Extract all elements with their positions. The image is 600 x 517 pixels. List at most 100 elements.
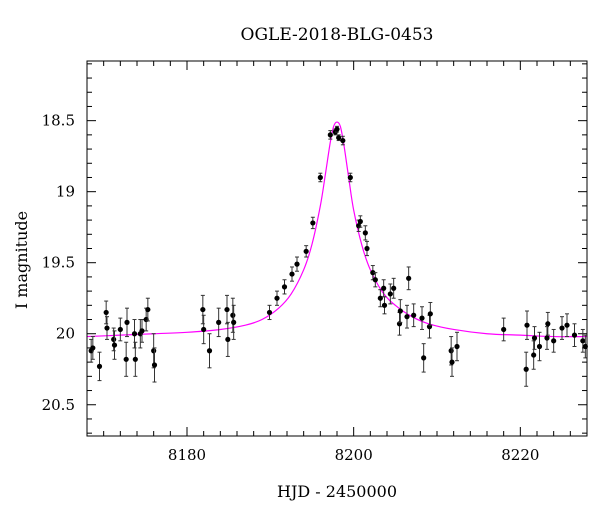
data-point-marker bbox=[364, 245, 370, 252]
data-point-marker bbox=[523, 366, 529, 372]
data-point-marker bbox=[317, 174, 323, 181]
data-point-marker bbox=[347, 174, 353, 181]
y-tick-label: 19.5 bbox=[42, 254, 75, 272]
data-point bbox=[225, 321, 231, 357]
data-point bbox=[404, 304, 410, 329]
data-point bbox=[151, 347, 158, 383]
data-point-marker bbox=[103, 309, 109, 316]
data-point-marker bbox=[303, 248, 309, 254]
data-point-marker bbox=[206, 348, 213, 354]
data-point-marker bbox=[216, 319, 222, 325]
data-point-marker bbox=[580, 338, 586, 344]
data-points-layer bbox=[88, 125, 588, 387]
y-tick-label: 19 bbox=[56, 183, 75, 201]
data-point bbox=[544, 326, 550, 350]
data-point-marker bbox=[411, 312, 417, 318]
data-point bbox=[564, 313, 570, 338]
data-point bbox=[231, 304, 237, 340]
data-point-marker bbox=[124, 319, 130, 325]
data-point-marker bbox=[531, 352, 537, 358]
data-point-marker bbox=[551, 338, 557, 344]
data-point bbox=[523, 351, 529, 387]
data-point bbox=[421, 343, 427, 373]
data-point bbox=[427, 301, 433, 326]
model-layer bbox=[86, 121, 588, 338]
data-point-marker bbox=[406, 275, 412, 281]
data-point-marker bbox=[381, 285, 387, 291]
data-point bbox=[580, 328, 586, 353]
data-point-marker bbox=[336, 135, 342, 141]
data-point-marker bbox=[357, 218, 363, 225]
data-point bbox=[132, 341, 138, 377]
data-point bbox=[103, 300, 109, 325]
data-point-marker bbox=[427, 311, 433, 317]
data-point bbox=[387, 283, 393, 305]
data-point bbox=[381, 279, 387, 298]
data-point bbox=[216, 307, 222, 338]
x-tick-label: 8200 bbox=[335, 446, 373, 464]
data-point-marker bbox=[536, 343, 543, 350]
data-point bbox=[200, 294, 206, 325]
data-point-marker bbox=[200, 306, 206, 313]
x-axis-label: HJD - 2450000 bbox=[277, 482, 397, 501]
data-point bbox=[111, 330, 118, 360]
data-point bbox=[90, 336, 96, 360]
data-point-marker bbox=[145, 306, 151, 313]
data-point-marker bbox=[571, 332, 578, 338]
data-point bbox=[289, 266, 295, 282]
data-point bbox=[139, 319, 145, 343]
data-point-marker bbox=[151, 362, 158, 368]
data-point bbox=[531, 340, 537, 370]
data-point-marker bbox=[231, 319, 237, 325]
data-point-marker bbox=[310, 220, 316, 226]
data-point-marker bbox=[151, 348, 157, 354]
data-point bbox=[206, 333, 213, 369]
data-point-marker bbox=[274, 295, 280, 301]
data-point-marker bbox=[123, 356, 129, 362]
data-point-marker bbox=[230, 312, 236, 318]
data-point-marker bbox=[387, 291, 393, 297]
y-tick-label: 18.5 bbox=[42, 112, 75, 130]
data-point bbox=[411, 303, 417, 328]
data-point bbox=[334, 125, 340, 133]
data-point bbox=[145, 297, 151, 322]
data-point bbox=[357, 215, 363, 228]
y-axis-label: I magnitude bbox=[12, 211, 31, 309]
data-point-marker bbox=[559, 325, 565, 331]
data-point-marker bbox=[111, 336, 117, 343]
data-point bbox=[310, 216, 316, 230]
data-point bbox=[96, 351, 103, 382]
data-point-marker bbox=[370, 270, 376, 276]
data-point bbox=[123, 341, 129, 377]
data-point-marker bbox=[531, 335, 538, 341]
axis-ticks: 8180 8200 8220 18.5 19 19.5 20 20.5 bbox=[42, 61, 588, 464]
data-point bbox=[327, 130, 333, 140]
data-point bbox=[397, 299, 403, 323]
data-point bbox=[364, 240, 370, 257]
data-point-marker bbox=[391, 285, 397, 291]
data-point bbox=[449, 347, 455, 377]
data-point-marker bbox=[454, 343, 460, 350]
data-point bbox=[396, 311, 403, 336]
data-point bbox=[559, 316, 565, 340]
data-point-marker bbox=[397, 308, 403, 314]
data-point-marker bbox=[340, 137, 346, 144]
data-point-marker bbox=[421, 355, 427, 361]
data-point-marker bbox=[225, 336, 231, 343]
data-point-marker bbox=[334, 126, 340, 132]
data-point bbox=[419, 306, 425, 330]
data-point-marker bbox=[327, 132, 333, 138]
data-point-marker bbox=[266, 309, 273, 316]
data-point-marker bbox=[449, 359, 455, 365]
data-point bbox=[426, 314, 433, 339]
data-point-marker bbox=[224, 306, 230, 313]
data-point-marker bbox=[117, 326, 123, 333]
data-point bbox=[391, 277, 397, 299]
data-point bbox=[381, 296, 388, 315]
data-point bbox=[501, 317, 507, 342]
data-point bbox=[104, 316, 110, 340]
data-point bbox=[571, 323, 578, 348]
data-point bbox=[266, 304, 273, 321]
data-point bbox=[201, 314, 207, 345]
